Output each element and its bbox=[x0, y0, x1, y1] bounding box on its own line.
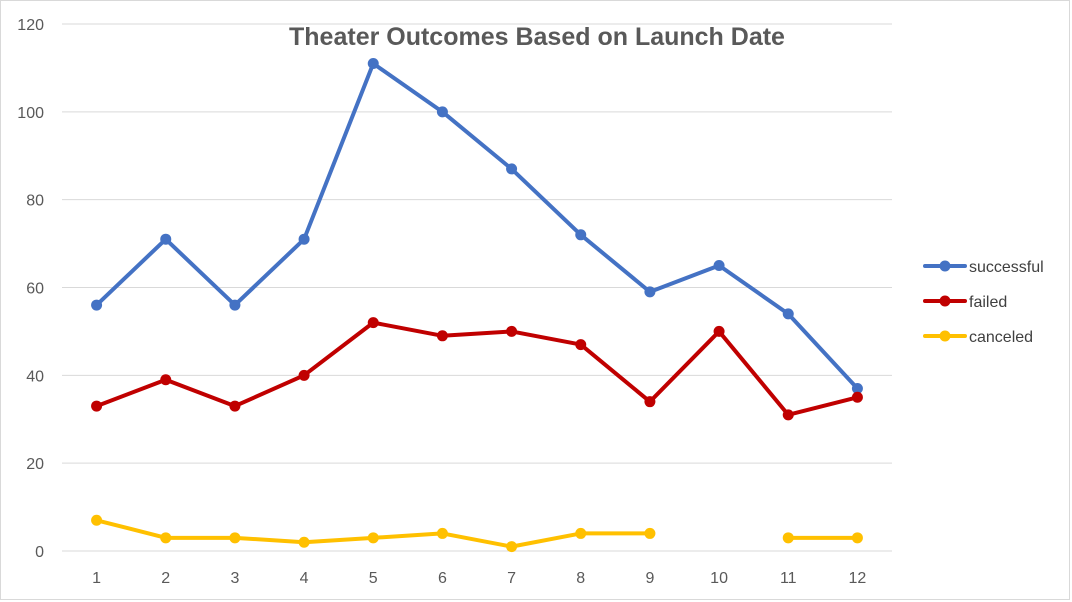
point-successful bbox=[851, 383, 863, 395]
point-successful bbox=[160, 233, 172, 245]
x-tick-label: 8 bbox=[576, 570, 585, 587]
point-successful bbox=[782, 308, 794, 320]
x-tick-label: 7 bbox=[507, 570, 516, 587]
point-failed bbox=[644, 396, 656, 408]
point-successful bbox=[367, 58, 379, 70]
point-failed bbox=[575, 339, 587, 351]
y-tick-label: 20 bbox=[26, 456, 44, 473]
y-tick-label: 120 bbox=[17, 17, 44, 34]
point-failed bbox=[91, 400, 103, 412]
series-line-failed bbox=[94, 320, 860, 417]
legend: successful failed canceled bbox=[923, 259, 1044, 346]
point-canceled bbox=[229, 532, 241, 544]
point-canceled bbox=[367, 532, 379, 544]
point-canceled bbox=[506, 541, 518, 553]
series-lines bbox=[94, 61, 860, 549]
point-failed bbox=[782, 409, 794, 421]
point-successful bbox=[436, 106, 448, 118]
point-canceled bbox=[436, 527, 448, 539]
point-canceled bbox=[160, 532, 172, 544]
chart-title: Theater Outcomes Based on Launch Date bbox=[289, 23, 785, 51]
point-successful bbox=[91, 299, 103, 311]
legend-label-successful: successful bbox=[969, 259, 1044, 276]
y-tick-label: 80 bbox=[26, 193, 44, 210]
point-canceled bbox=[298, 536, 310, 548]
point-failed bbox=[298, 369, 310, 381]
point-successful bbox=[713, 260, 725, 272]
legend-label-failed: failed bbox=[969, 294, 1007, 311]
point-canceled bbox=[575, 527, 587, 539]
y-tick-label: 100 bbox=[17, 105, 44, 122]
legend-marker-failed bbox=[939, 295, 951, 307]
x-tick-label: 9 bbox=[645, 570, 654, 587]
y-tick-label: 40 bbox=[26, 368, 44, 385]
point-failed bbox=[367, 317, 379, 329]
point-failed bbox=[506, 325, 518, 337]
x-tick-label: 6 bbox=[438, 570, 447, 587]
legend-marker-canceled bbox=[939, 330, 951, 342]
point-successful bbox=[298, 233, 310, 245]
point-failed bbox=[229, 400, 241, 412]
y-tick-label: 60 bbox=[26, 281, 44, 298]
point-successful bbox=[575, 229, 587, 241]
x-tick-label: 11 bbox=[780, 570, 797, 587]
point-canceled bbox=[91, 514, 103, 526]
x-tick-label: 1 bbox=[92, 570, 101, 587]
y-tick-label: 0 bbox=[35, 544, 44, 561]
point-canceled bbox=[644, 527, 656, 539]
point-failed bbox=[713, 325, 725, 337]
legend-marker-successful bbox=[939, 260, 951, 272]
point-successful bbox=[644, 286, 656, 298]
y-axis-ticks: 0 20 40 60 80 100 120 bbox=[17, 17, 44, 561]
series-points bbox=[91, 58, 863, 553]
x-tick-label: 12 bbox=[849, 570, 867, 587]
x-tick-label: 5 bbox=[369, 570, 378, 587]
point-failed bbox=[436, 330, 448, 342]
gridlines bbox=[62, 23, 892, 552]
x-tick-label: 10 bbox=[710, 570, 728, 587]
point-successful bbox=[506, 163, 518, 175]
series-line-successful bbox=[94, 61, 860, 391]
point-failed bbox=[160, 374, 172, 386]
point-canceled bbox=[782, 532, 794, 544]
x-tick-label: 4 bbox=[300, 570, 309, 587]
x-tick-label: 2 bbox=[161, 570, 170, 587]
point-failed bbox=[851, 391, 863, 403]
point-successful bbox=[229, 299, 241, 311]
legend-label-canceled: canceled bbox=[969, 329, 1033, 346]
x-axis-ticks: 1 2 3 4 5 6 7 8 9 10 11 12 bbox=[92, 570, 866, 587]
point-canceled bbox=[851, 532, 863, 544]
x-tick-label: 3 bbox=[230, 570, 239, 587]
